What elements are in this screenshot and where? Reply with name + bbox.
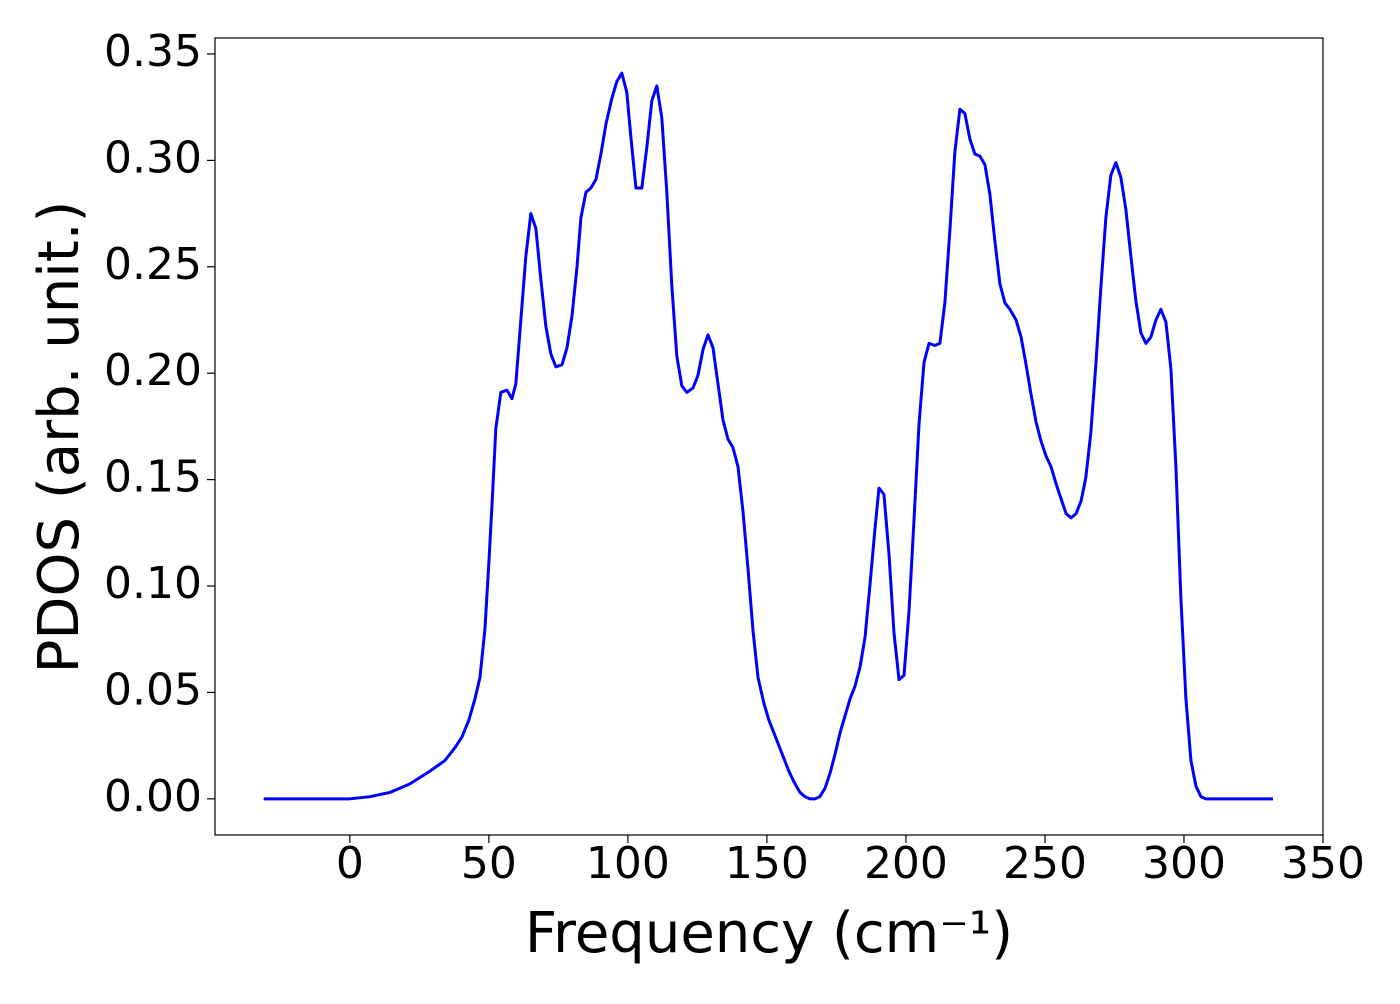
x-tick-label: 250 xyxy=(1003,838,1087,889)
y-axis-label: PDOS (arb. unit.) xyxy=(27,201,92,674)
x-tick-label: 200 xyxy=(864,838,948,889)
x-tick-label: 50 xyxy=(461,838,517,889)
x-axis-label: Frequency (cm⁻¹) xyxy=(525,901,1013,966)
x-tick-label: 0 xyxy=(336,838,364,889)
data-line xyxy=(263,71,1273,801)
y-tick-label: 0.30 xyxy=(104,132,202,183)
y-tick-label: 0.35 xyxy=(104,26,202,77)
x-tick-label: 150 xyxy=(725,838,809,889)
plot-frame xyxy=(214,37,1324,836)
x-tick-label: 100 xyxy=(586,838,670,889)
y-tick-label: 0.10 xyxy=(104,558,202,609)
y-tick-label: 0.00 xyxy=(104,771,202,822)
y-tick-label: 0.15 xyxy=(104,452,202,503)
y-tick-label: 0.25 xyxy=(104,239,202,290)
x-tick-label: 300 xyxy=(1142,838,1226,889)
y-tick-label: 0.05 xyxy=(104,664,202,715)
y-tick-label: 0.20 xyxy=(104,345,202,396)
x-tick-label: 350 xyxy=(1281,838,1365,889)
